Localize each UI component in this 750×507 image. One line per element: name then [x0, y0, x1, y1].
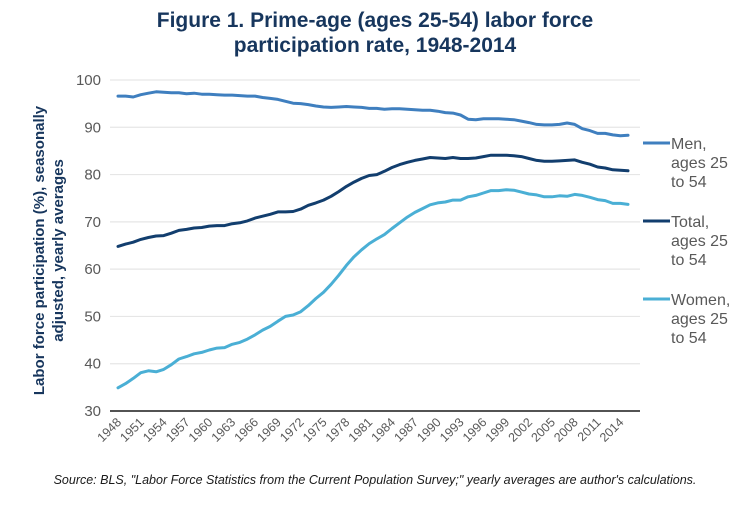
- y-tick-label: 80: [84, 167, 101, 184]
- series-lines: [116, 90, 630, 390]
- series-line-women: [116, 188, 630, 390]
- x-tick-label: 1993: [437, 415, 467, 445]
- legend-label-line: to 54: [671, 252, 707, 269]
- x-tick-label: 1957: [163, 415, 193, 445]
- y-axis-title-line: adjusted, yearly averages: [50, 159, 67, 342]
- y-tick-label: 40: [84, 356, 101, 373]
- legend-item-total: Total, ages 25 to 54: [643, 214, 728, 269]
- legend-label-line: Women,: [671, 292, 730, 309]
- x-tick-label: 2005: [528, 415, 558, 445]
- line-chart: 30 40 50 60 70 80 90 100 1948195119541957196019…: [31, 72, 730, 445]
- y-axis-ticks: 30 40 50 60 70 80 90 100: [76, 72, 101, 420]
- x-tick-label: 2011: [575, 415, 604, 444]
- y-axis-title: Labor force participation (%), seasonall…: [31, 105, 67, 395]
- y-axis-title-line: Labor force participation (%), seasonall…: [31, 105, 48, 395]
- x-tick-label: 1990: [414, 415, 444, 445]
- x-tick-label: 1978: [323, 415, 353, 445]
- legend-item-women: Women, ages 25 to 54: [643, 292, 730, 347]
- legend-label-line: ages 25: [671, 233, 728, 250]
- x-tick-label: 1972: [277, 415, 307, 445]
- x-tick-label: 1996: [460, 415, 490, 445]
- series-line-men: [116, 90, 630, 138]
- legend-item-men: Men, ages 25 to 54: [643, 136, 728, 191]
- series-line-total: [116, 153, 630, 248]
- x-tick-label: 1975: [300, 415, 330, 445]
- x-tick-label: 1984: [369, 415, 399, 445]
- y-tick-label: 30: [84, 403, 101, 420]
- legend-label-line: Total,: [671, 214, 709, 231]
- legend-label-line: ages 25: [671, 311, 728, 328]
- legend-label-line: to 54: [671, 330, 707, 347]
- x-tick-label: 1981: [346, 415, 376, 445]
- x-tick-label: 1987: [391, 415, 421, 445]
- x-tick-label: 1963: [209, 415, 239, 445]
- y-tick-label: 60: [84, 261, 101, 278]
- x-tick-label: 1999: [483, 415, 513, 445]
- y-tick-label: 50: [84, 308, 101, 325]
- source-note: Source: BLS, "Labor Force Statistics fro…: [53, 473, 697, 487]
- chart-title-line-2: participation rate, 1948-2014: [233, 34, 517, 57]
- legend-label-line: Men,: [671, 136, 707, 153]
- chart-title: Figure 1. Prime-age (ages 25-54) labor f…: [0, 8, 750, 58]
- x-tick-label: 2008: [551, 415, 581, 445]
- legend-label-line: to 54: [671, 174, 707, 191]
- legend-label-line: ages 25: [671, 155, 728, 172]
- y-tick-label: 90: [84, 119, 101, 136]
- x-tick-label: 1966: [232, 415, 262, 445]
- x-tick-label: 1969: [254, 415, 284, 445]
- x-tick-label: 2014: [597, 415, 627, 445]
- y-tick-label: 100: [76, 72, 101, 89]
- gridlines: [110, 79, 640, 365]
- x-tick-label: 1951: [117, 415, 147, 445]
- y-tick-label: 70: [84, 214, 101, 231]
- x-tick-label: 2002: [506, 415, 536, 445]
- x-tick-label: 1960: [186, 415, 216, 445]
- x-axis-ticks: 1948195119541957196019631966196919721975…: [95, 415, 627, 445]
- chart-title-line-1: Figure 1. Prime-age (ages 25-54) labor f…: [156, 9, 594, 32]
- x-tick-label: 1954: [140, 415, 170, 445]
